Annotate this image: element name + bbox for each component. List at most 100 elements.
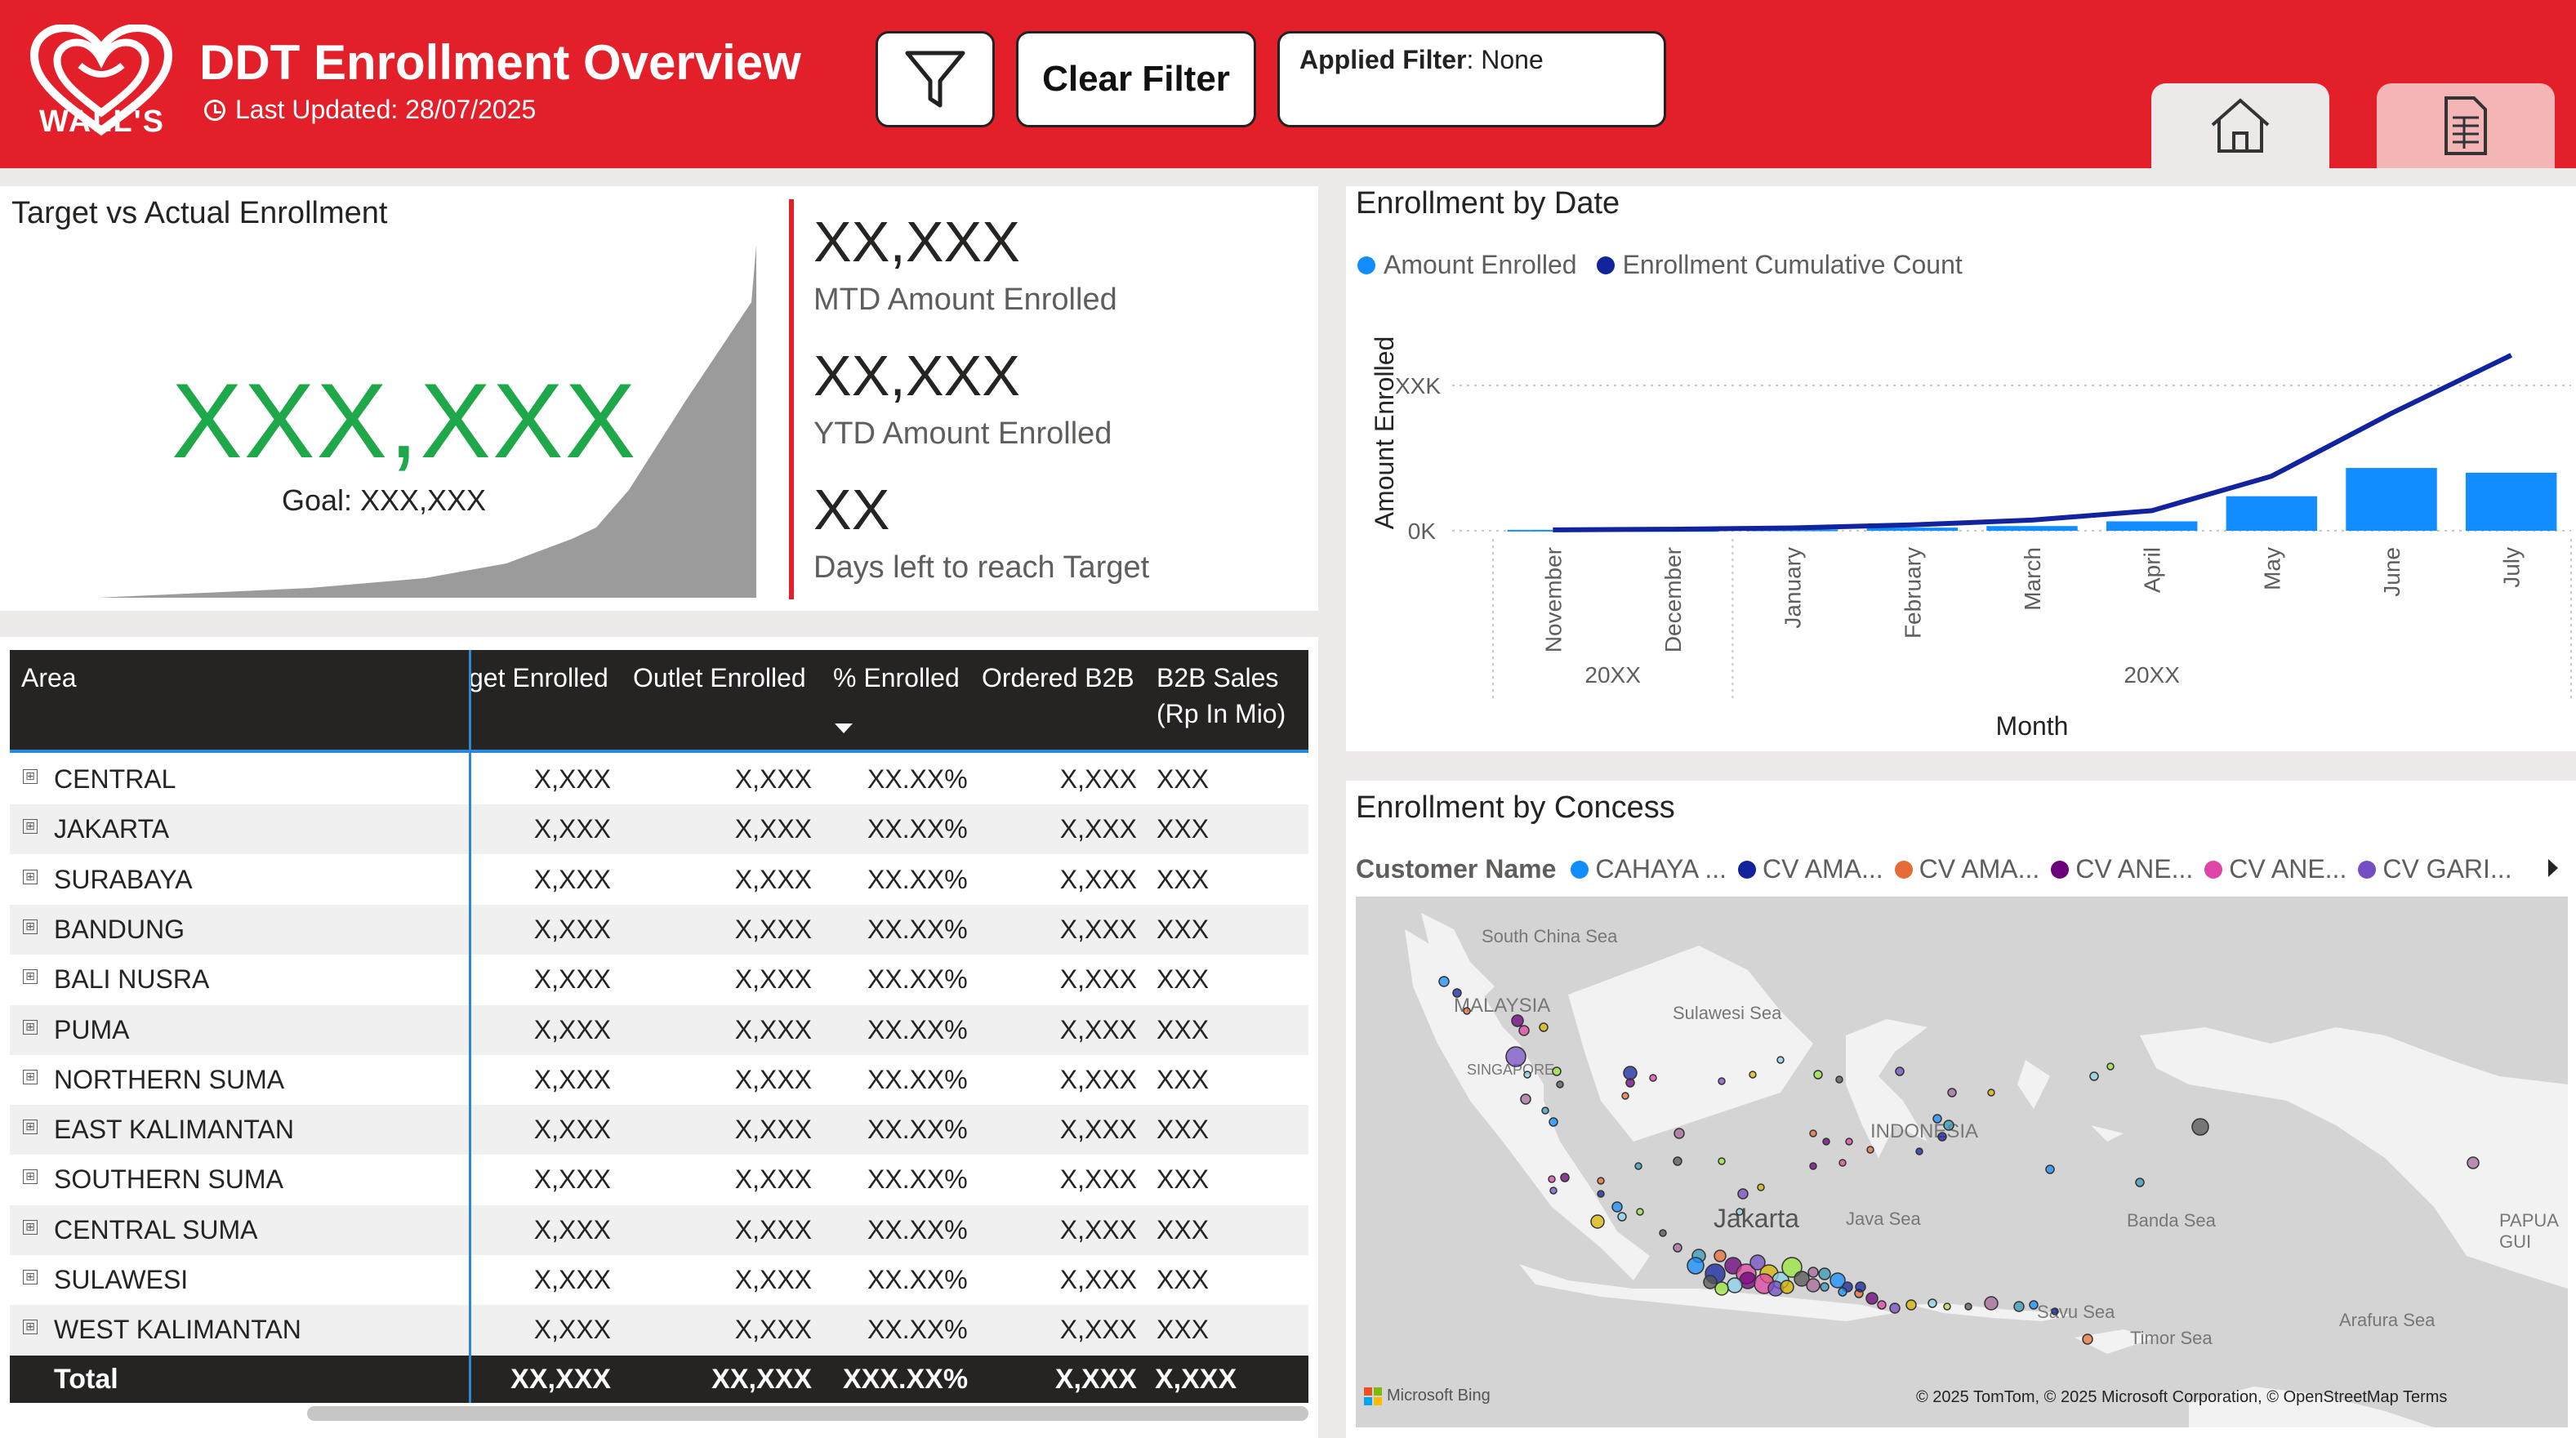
home-tab[interactable]: [2151, 83, 2329, 168]
map-bubble[interactable]: [1895, 1066, 1905, 1076]
map-bubble[interactable]: [1749, 1071, 1757, 1079]
map-bubble[interactable]: [1438, 976, 1450, 987]
map-bubble[interactable]: [1806, 1278, 1821, 1293]
map-bubble[interactable]: [1674, 1128, 1685, 1139]
expand-row-icon[interactable]: ⊞: [23, 869, 38, 884]
map-copyright[interactable]: © 2025 TomTom, © 2025 Microsoft Corporat…: [1916, 1388, 2448, 1406]
map-bubble[interactable]: [1621, 1092, 1629, 1100]
map-bubble[interactable]: [1809, 1129, 1817, 1137]
table-row[interactable]: ⊞ EAST KALIMANTAN X,XXX X,XXX XX.XX% X,XXX XXX: [10, 1105, 1308, 1155]
map-bubble[interactable]: [1987, 1089, 1995, 1097]
map-bubble[interactable]: [1928, 1298, 1937, 1308]
expand-row-icon[interactable]: ⊞: [23, 1069, 38, 1084]
map-bubble[interactable]: [1757, 1183, 1765, 1191]
map-bubble[interactable]: [1520, 1093, 1531, 1105]
col-pct-enrolled[interactable]: % Enrolled: [833, 663, 960, 692]
table-row[interactable]: ⊞ JAKARTA X,XXX X,XXX XX.XX% X,XXX XXX: [10, 804, 1308, 855]
map-bubble[interactable]: [1634, 1162, 1642, 1170]
map-bubble[interactable]: [1781, 1257, 1803, 1278]
map-bubble[interactable]: [1636, 1208, 1644, 1216]
legend-cumulative-count[interactable]: Enrollment Cumulative Count: [1622, 250, 1963, 279]
map-bubble[interactable]: [1809, 1162, 1817, 1170]
col-outlet-enrolled[interactable]: Outlet Enrolled: [633, 663, 806, 692]
map-bubble[interactable]: [2191, 1118, 2209, 1136]
map-bubble[interactable]: [2089, 1071, 2099, 1081]
map-bubble[interactable]: [1539, 1022, 1549, 1032]
map-bubble[interactable]: [1659, 1229, 1667, 1237]
map-bubble[interactable]: [1649, 1074, 1657, 1082]
map-bubble[interactable]: [1829, 1272, 1846, 1289]
map-bubble[interactable]: [1548, 1175, 1556, 1183]
map-bubble[interactable]: [1703, 1275, 1718, 1289]
map-bubble[interactable]: [1714, 1249, 1727, 1262]
map-bubble[interactable]: [1794, 1271, 1810, 1287]
table-row[interactable]: ⊞ SULAWESI X,XXX X,XXX XX.XX% X,XXX XXX: [10, 1255, 1308, 1305]
map-bubble[interactable]: [1617, 1212, 1627, 1222]
table-horizontal-scrollbar[interactable]: [307, 1406, 1308, 1421]
map-bubble[interactable]: [2045, 1164, 2055, 1174]
map-bubble[interactable]: [1687, 1257, 1705, 1275]
col-ordered-b2b[interactable]: Ordered B2B: [982, 663, 1134, 692]
filter-button[interactable]: [876, 31, 995, 127]
report-tab[interactable]: [2377, 83, 2555, 168]
expand-row-icon[interactable]: ⊞: [23, 819, 38, 835]
map-bubble[interactable]: [1736, 1208, 1744, 1216]
map-bubble[interactable]: [1541, 1106, 1549, 1115]
legend-customer-item[interactable]: CV GARI...: [2382, 854, 2512, 884]
map-bubble[interactable]: [1452, 988, 1462, 998]
sort-desc-icon[interactable]: [835, 723, 853, 733]
table-row[interactable]: ⊞ BANDUNG X,XXX X,XXX XX.XX% X,XXX XXX: [10, 904, 1308, 955]
map-bubble[interactable]: [1523, 1071, 1531, 1079]
map-bubble[interactable]: [1718, 1157, 1726, 1165]
expand-row-icon[interactable]: ⊞: [23, 1270, 38, 1284]
table-row[interactable]: ⊞ NORTHERN SUMA X,XXX X,XXX XX.XX% X,XXX XXX: [10, 1055, 1308, 1105]
map-bubble[interactable]: [2082, 1333, 2093, 1345]
map-bubble[interactable]: [1556, 1080, 1564, 1089]
map-bubble[interactable]: [1463, 1007, 1471, 1015]
map-bubble[interactable]: [1838, 1159, 1847, 1167]
table-row[interactable]: ⊞ CENTRAL SUMA X,XXX X,XXX XX.XX% X,XXX XXX: [10, 1204, 1308, 1255]
table-row[interactable]: ⊞ CENTRAL X,XXX X,XXX XX.XX% X,XXX XXX: [10, 755, 1308, 804]
legend-amount-enrolled[interactable]: Amount Enrolled: [1384, 250, 1577, 279]
map-bubble[interactable]: [1905, 1299, 1917, 1311]
map-bubble[interactable]: [1943, 1302, 1951, 1311]
map-bubble[interactable]: [1937, 1132, 1947, 1142]
map-bubble[interactable]: [1714, 1281, 1729, 1296]
map-bubble[interactable]: [1727, 1277, 1743, 1293]
column-resize-line[interactable]: [469, 650, 471, 1403]
map-bubble[interactable]: [1818, 1267, 1831, 1280]
map-bubble[interactable]: [1518, 1025, 1530, 1036]
legend-customer-item[interactable]: CV ANE...: [2229, 854, 2347, 884]
map-bubble[interactable]: [1718, 1077, 1726, 1085]
expand-row-icon[interactable]: ⊞: [23, 1120, 38, 1135]
table-row[interactable]: ⊞ BALI NUSRA X,XXX X,XXX XX.XX% X,XXX XXX: [10, 955, 1308, 1004]
expand-row-icon[interactable]: ⊞: [23, 1019, 38, 1035]
indonesia-map[interactable]: South China Sea MALAYSIA SINGAPORE Sulaw…: [1356, 897, 2568, 1427]
map-bubble[interactable]: [1780, 1280, 1794, 1294]
map-bubble[interactable]: [1984, 1296, 1999, 1311]
map-bubble[interactable]: [1964, 1302, 1972, 1311]
map-bubble[interactable]: [1623, 1066, 1638, 1080]
expand-row-icon[interactable]: ⊞: [23, 1169, 38, 1185]
map-bubble[interactable]: [1835, 1075, 1843, 1084]
map-bubble[interactable]: [1511, 1014, 1524, 1027]
map-bubble[interactable]: [1932, 1114, 1942, 1124]
map-bubble[interactable]: [1822, 1137, 1830, 1146]
map-bubble[interactable]: [1855, 1281, 1866, 1293]
map-bubble[interactable]: [1889, 1302, 1901, 1314]
map-bubble[interactable]: [1560, 1173, 1570, 1182]
map-bubble[interactable]: [1597, 1190, 1605, 1198]
map-bubble[interactable]: [2135, 1178, 2145, 1187]
map-bubble[interactable]: [1673, 1156, 1682, 1166]
col-target-enrolled[interactable]: get Enrolled: [469, 663, 608, 692]
map-bubble[interactable]: [1866, 1146, 1874, 1154]
col-b2b-sales[interactable]: B2B Sales: [1157, 663, 1279, 692]
map-bubble[interactable]: [1820, 1282, 1829, 1292]
map-bubble[interactable]: [2029, 1300, 2039, 1310]
map-bubble[interactable]: [1597, 1177, 1605, 1185]
clear-filter-button[interactable]: Clear Filter: [1016, 31, 1256, 127]
map-bubble[interactable]: [1865, 1292, 1879, 1305]
map-bubble[interactable]: [1915, 1147, 1923, 1155]
legend-customer-item[interactable]: CV AMA...: [1763, 854, 1883, 884]
map-bubble[interactable]: [1838, 1287, 1847, 1297]
